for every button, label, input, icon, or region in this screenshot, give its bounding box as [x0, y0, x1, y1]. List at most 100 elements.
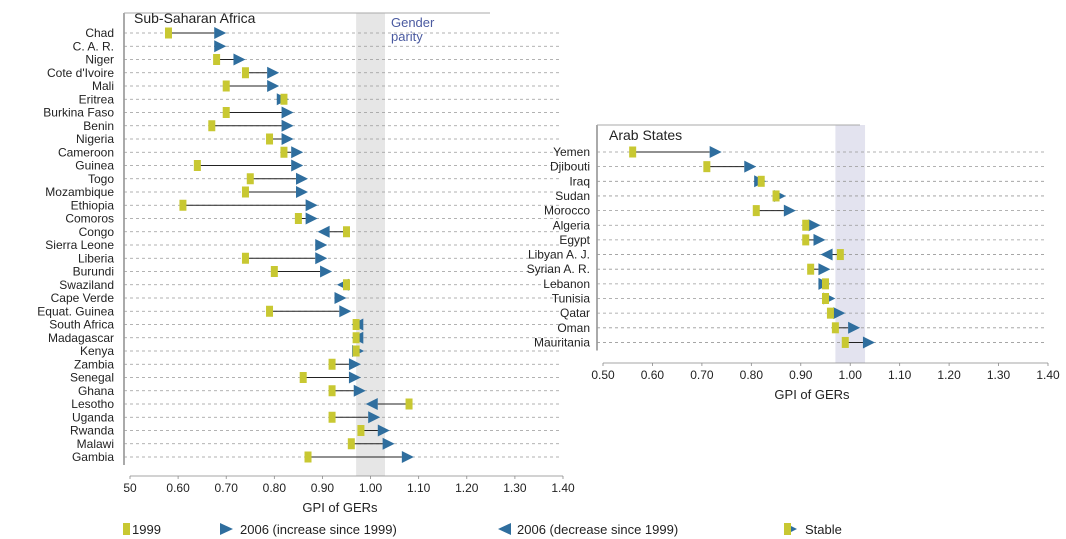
- x-tick-label: 1.10: [888, 368, 912, 382]
- marker-1999: [822, 278, 829, 290]
- arrow-2006-head: [281, 119, 294, 132]
- marker-1999: [304, 451, 312, 463]
- parity-band: [356, 13, 385, 476]
- data-row: Comoros: [65, 212, 561, 226]
- marker-1999: [357, 425, 365, 436]
- data-row: Congo: [79, 225, 561, 239]
- gender-parity-annotation-line: parity: [391, 29, 423, 44]
- legend: 1999 2006 (increase since 1999) 2006 (decr…: [123, 522, 842, 537]
- data-row: Senegal: [70, 371, 561, 385]
- x-tick-label: 0.60: [641, 368, 665, 382]
- data-row: Niger: [85, 53, 561, 67]
- arrow-2006-head: [401, 451, 414, 463]
- data-row: Ethiopia: [71, 198, 561, 212]
- marker-1999: [807, 263, 815, 275]
- arrow-2006-head: [382, 437, 395, 450]
- data-row: Egypt: [559, 233, 1046, 247]
- country-label: Guinea: [75, 159, 114, 173]
- data-row: Kenya: [80, 344, 561, 358]
- x-tick-label: 1.20: [455, 481, 479, 495]
- x-tick-label: 0.50: [591, 368, 615, 382]
- data-row: South Africa: [49, 318, 561, 332]
- arrow-2006-head: [833, 307, 846, 320]
- country-label: Benin: [83, 119, 114, 133]
- country-label: Malawi: [77, 437, 114, 451]
- arrow-2006-head: [267, 80, 280, 92]
- data-row: Cape Verde: [51, 291, 561, 305]
- marker-1999: [343, 226, 350, 238]
- x-axis-title: GPI of GERs: [774, 387, 850, 402]
- arrow-2006-head: [848, 321, 861, 334]
- legend-label-decrease: 2006 (decrease since 1999): [517, 522, 678, 537]
- data-row: Yemen: [553, 145, 1046, 159]
- arrow-2006-head: [744, 160, 757, 173]
- gender-parity-annotation: Gender parity: [391, 15, 435, 44]
- country-label: Sierra Leone: [45, 238, 114, 252]
- marker-1999: [280, 93, 288, 105]
- x-tick-label: 1.00: [359, 481, 383, 495]
- data-row: Burkina Faso: [43, 106, 561, 120]
- country-label: Libyan A. J.: [528, 248, 590, 262]
- arrow-2006-head: [320, 265, 333, 278]
- marker-1999: [222, 80, 230, 92]
- legend-label-increase: 2006 (increase since 1999): [240, 522, 397, 537]
- marker-1999: [826, 307, 834, 319]
- marker-1999: [164, 27, 172, 39]
- arrow-2006-head: [291, 146, 304, 159]
- marker-1999: [299, 372, 307, 383]
- marker-1999: [222, 107, 230, 118]
- marker-1999: [343, 279, 350, 291]
- data-row: Oman: [557, 321, 1046, 335]
- data-row: Algeria: [553, 218, 1046, 232]
- data-row: Malawi: [77, 437, 561, 451]
- country-label: Lesotho: [71, 397, 114, 411]
- data-row: Tunisia: [552, 292, 1046, 306]
- country-label: Burkina Faso: [43, 106, 114, 120]
- x-tick-label: 1.10: [407, 481, 431, 495]
- data-row: Gambia: [72, 450, 561, 464]
- marker-1999: [752, 205, 760, 217]
- marker-1999: [270, 266, 278, 277]
- country-label: Gambia: [72, 450, 114, 464]
- country-label: Morocco: [544, 204, 590, 218]
- gender-parity-annotation-line: Gender: [391, 15, 435, 30]
- data-row: C. A. R.: [73, 39, 561, 53]
- marker-1999: [841, 336, 849, 348]
- data-row: Zambia: [74, 357, 561, 371]
- arrow-2006-head: [348, 371, 361, 384]
- marker-1999: [328, 385, 336, 397]
- marker-1999: [772, 190, 780, 202]
- country-label: Zambia: [74, 357, 114, 371]
- arrow-2006-head: [377, 424, 390, 437]
- data-row: Lebanon: [543, 277, 1046, 291]
- data-row: Djibouti: [550, 160, 1046, 174]
- country-label: Nigeria: [76, 132, 114, 146]
- panel-arab-states: Arab States YemenDjiboutiIraqSudanMorocco…: [527, 124, 1060, 402]
- country-label: Mali: [92, 79, 114, 93]
- arrow-2006-head: [783, 204, 796, 217]
- x-tick-label: 1.00: [839, 368, 863, 382]
- legend-stable-marker-icon: [784, 523, 791, 535]
- arrow-2006-head: [365, 398, 378, 410]
- x-tick-label: 1.30: [503, 481, 527, 495]
- marker-1999: [836, 249, 844, 261]
- marker-1999: [757, 175, 765, 187]
- data-row: Burundi: [73, 265, 561, 279]
- country-label: Oman: [557, 321, 590, 335]
- x-tick-label: 0.80: [740, 368, 764, 382]
- country-label: Equat. Guinea: [37, 304, 114, 318]
- arrow-2006-head: [709, 146, 722, 158]
- arrow-2006-head: [334, 292, 347, 304]
- data-row: Nigeria: [76, 132, 561, 146]
- x-tick-label: 1.20: [937, 368, 961, 382]
- marker-1999: [328, 358, 336, 370]
- country-label: Kenya: [80, 344, 114, 358]
- arrow-2006-head: [818, 263, 831, 276]
- country-label: Qatar: [560, 306, 590, 320]
- country-label: Iraq: [569, 174, 590, 188]
- data-row: Mauritania: [534, 335, 1046, 349]
- country-label: Lebanon: [543, 277, 590, 291]
- country-label: Cote d'Ivoire: [47, 66, 114, 80]
- arrow-2006-head: [305, 212, 318, 225]
- arrow-2006-head: [862, 336, 875, 349]
